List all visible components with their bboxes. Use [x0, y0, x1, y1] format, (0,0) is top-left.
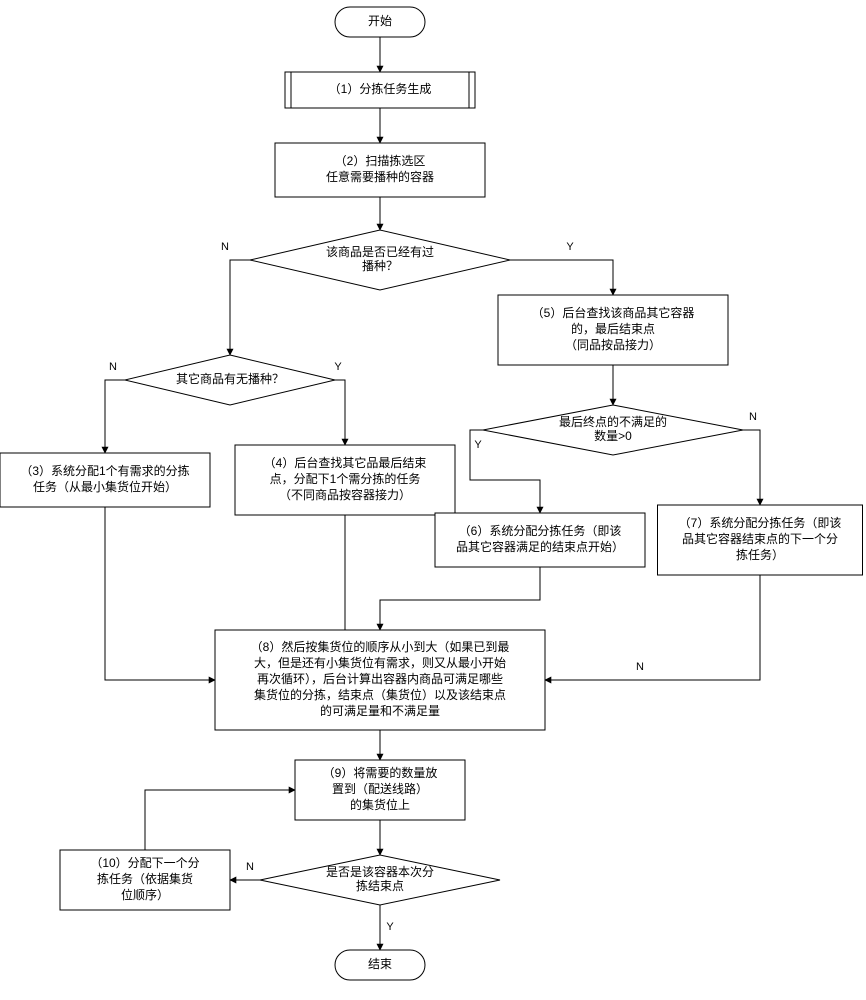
edge-p4-p8: [345, 515, 380, 630]
edge-p10-p9: [145, 790, 295, 850]
edge-label: Y: [474, 439, 482, 451]
terminator-end: 结束: [335, 950, 425, 980]
decision-d4: 是否是该容器本次分拣结束点: [260, 855, 500, 905]
process-p4: （4）后台查找其它品最后结束点，分配下1个需分拣的任务（不同商品按容器接力）: [235, 445, 455, 515]
edge-d2-p4: [335, 380, 345, 445]
process-p9: （9）将需要的数量放置到（配送线路）的集货位上: [295, 760, 465, 820]
svg-text:（4）后台查找其它品最后结束点，分配下1个需分拣的任务（不同: （4）后台查找其它品最后结束点，分配下1个需分拣的任务（不同商品按容器接力）: [264, 455, 427, 502]
edge-label: N: [221, 241, 229, 253]
edge-d1-d2: [230, 260, 250, 355]
edge-label: N: [636, 661, 644, 673]
process-p3: （3）系统分配1个有需求的分拣任务（从最小集货位开始）: [0, 453, 210, 507]
svg-text:（1）分拣任务生成: （1）分拣任务生成: [329, 81, 432, 96]
edge-label: Y: [334, 361, 342, 373]
process-p2: （2）扫描拣选区任意需要播种的容器: [275, 143, 485, 197]
decision-d2: 其它商品有无播种？: [125, 355, 335, 405]
edge-label: N: [109, 361, 117, 373]
edge-d3-p7: [743, 430, 760, 505]
svg-text:开始: 开始: [368, 14, 392, 28]
edge-p6-p8: [380, 567, 540, 630]
process-p10: （10）分配下一个分拣任务（依据集货位顺序）: [60, 850, 230, 910]
decision-d1: 该商品是否已经有过播种？: [250, 230, 510, 290]
process-p8: （8）然后按集货位的顺序从小到大（如果已到最大，但是还有小集货位有需求，则又从最…: [215, 630, 545, 730]
edge-d1-p5: [510, 260, 613, 295]
edge-p7-p8: [545, 575, 760, 680]
process-p6: （6）系统分配分拣任务（即该品其它容器满足的结束点开始）: [435, 513, 645, 567]
process-p7: （7）系统分配分拣任务（即该品其它容器结束点的下一个分拣任务）: [658, 505, 863, 575]
edge-d2-p3: [105, 380, 125, 453]
edge-label: N: [749, 411, 757, 423]
edge-p3-p8: [105, 507, 215, 680]
terminator-start: 开始: [335, 7, 425, 37]
svg-text:其它商品有无播种？: 其它商品有无播种？: [176, 371, 284, 386]
svg-text:结束: 结束: [368, 957, 392, 971]
edge-label: N: [246, 861, 254, 873]
process-p5: （5）后台查找该商品其它容器的，最后结束点（同品按品接力）: [498, 295, 728, 365]
decision-d3: 最后终点的不满足的数量>0: [483, 405, 743, 455]
flowchart-canvas: N Y N Y Y N N N Y 开始 （1）分拣任务生成 （2）扫描拣选区任意需要播种的容器该商品…: [0, 0, 866, 1000]
edge-label: Y: [386, 921, 394, 933]
process-p1: （1）分拣任务生成: [285, 72, 475, 108]
edge-label: Y: [566, 241, 574, 253]
